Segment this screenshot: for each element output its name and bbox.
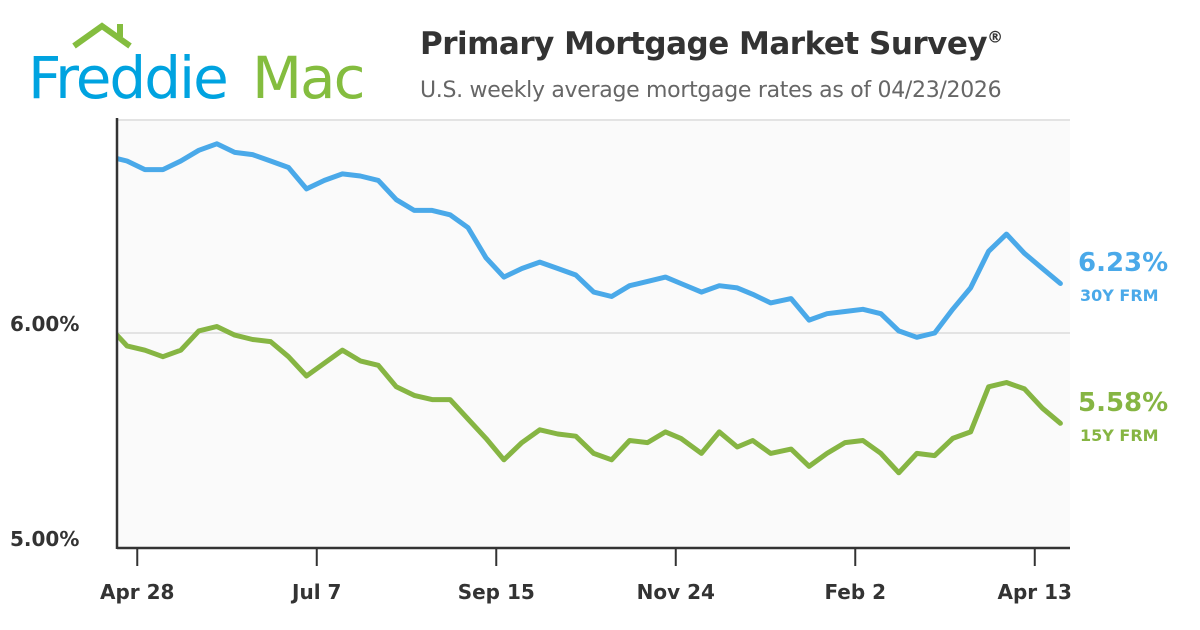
y-tick-label: 5.00% [10, 527, 79, 551]
series-line-15y-frm [117, 324, 1063, 476]
30y-series-label: 30Y FRM [1080, 286, 1159, 305]
series-line-30y-frm [117, 141, 1063, 340]
page-subtitle: U.S. weekly average mortgage rates as of… [420, 78, 1002, 103]
x-tick-label: Nov 24 [637, 580, 715, 604]
x-tick-label: Feb 2 [824, 580, 886, 604]
logo-mac-text: Mac [252, 44, 363, 110]
page-title: Primary Mortgage Market Survey® [420, 26, 1003, 62]
15y-last-value: 5.58% [1078, 388, 1169, 418]
y-tick-label: 6.00% [10, 312, 79, 336]
x-tick-label: Jul 7 [290, 580, 341, 604]
house-roof-icon [72, 22, 132, 49]
30y-last-value: 6.23% [1078, 248, 1169, 278]
x-tick-label: Sep 15 [458, 580, 535, 604]
logo-freddie-text: Freddie [28, 44, 227, 110]
x-tick-label: Apr 13 [998, 580, 1072, 604]
15y-series-label: 15Y FRM [1080, 426, 1159, 445]
x-tick-label: Apr 28 [100, 580, 174, 604]
freddie-mac-logo: Freddie Mac [20, 14, 390, 112]
